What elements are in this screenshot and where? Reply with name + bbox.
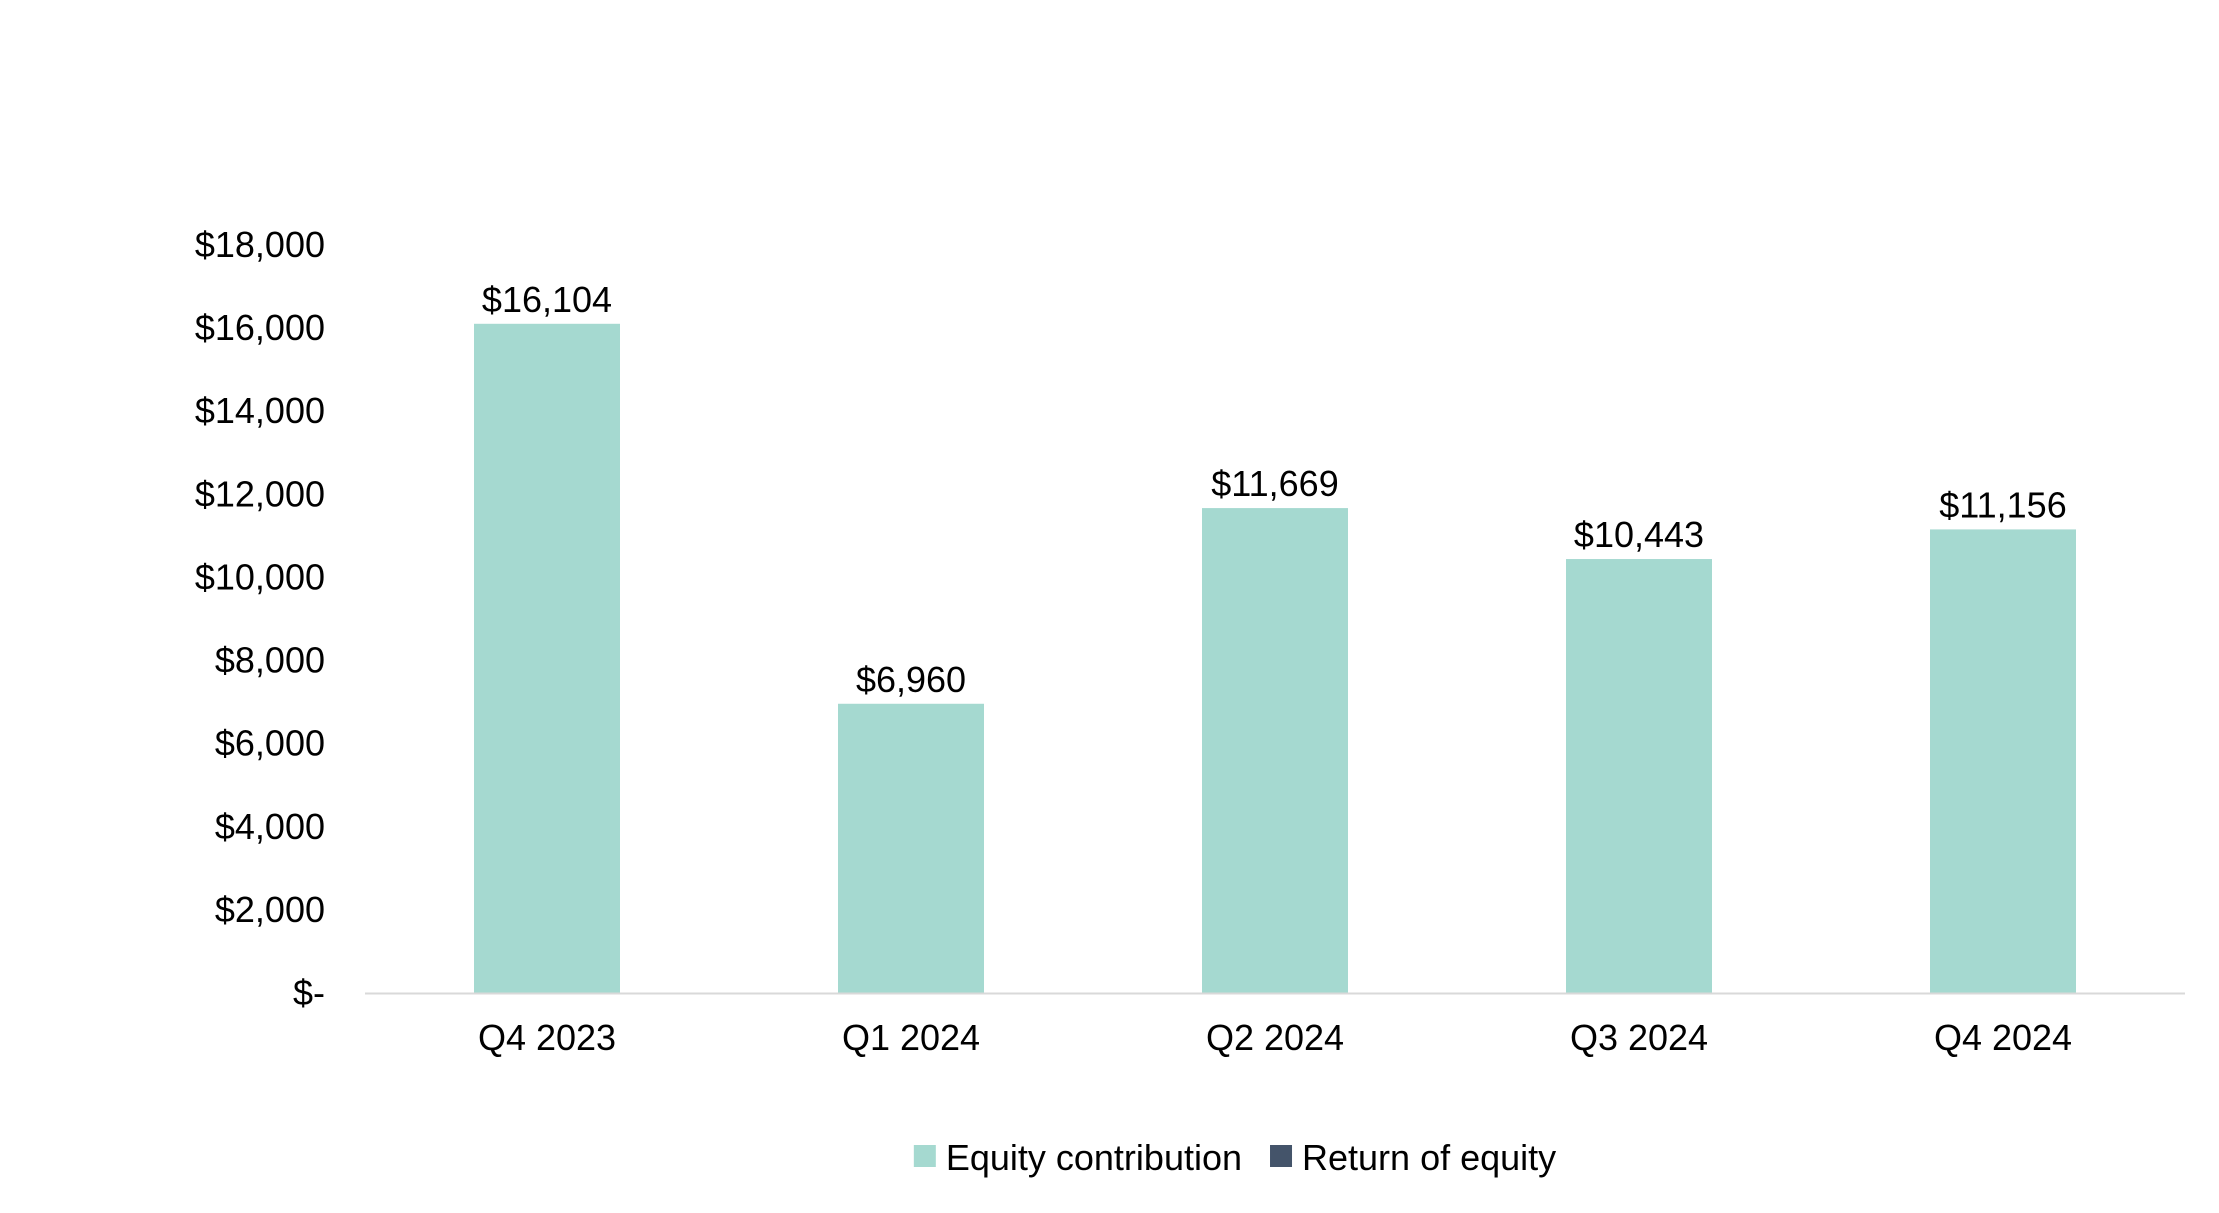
y-tick-label: $16,000 bbox=[195, 307, 325, 348]
x-tick-label: Q4 2024 bbox=[1934, 1017, 2072, 1058]
y-tick-label: $10,000 bbox=[195, 556, 325, 597]
bar-series-equity-contribution bbox=[474, 323, 2076, 994]
x-tick-label: Q3 2024 bbox=[1570, 1017, 1708, 1058]
x-tick-label: Q2 2024 bbox=[1206, 1017, 1344, 1058]
bar-data-label: $6,960 bbox=[856, 659, 966, 700]
bar-data-label: $10,443 bbox=[1574, 514, 1704, 555]
bar-data-label: $16,104 bbox=[482, 279, 612, 320]
y-tick-label: $- bbox=[293, 972, 325, 1013]
legend-label: Return of equity bbox=[1302, 1137, 1556, 1178]
x-axis-tick-labels: Q4 2023 Q1 2024 Q2 2024 Q3 2024 Q4 2024 bbox=[478, 1017, 2072, 1058]
y-tick-label: $4,000 bbox=[215, 806, 325, 847]
y-axis-tick-labels: $- $2,000 $4,000 $6,000 $8,000 $10,000 $12,000… bbox=[195, 224, 325, 1013]
legend-item: Equity contribution bbox=[913, 1137, 1242, 1178]
bar bbox=[1930, 529, 2076, 993]
y-tick-label: $6,000 bbox=[215, 723, 325, 764]
y-tick-label: $18,000 bbox=[195, 224, 325, 265]
y-tick-label: $8,000 bbox=[215, 640, 325, 681]
bar bbox=[474, 323, 620, 994]
x-tick-label: Q4 2023 bbox=[478, 1017, 616, 1058]
y-tick-label: $2,000 bbox=[215, 889, 325, 930]
legend-swatch bbox=[1270, 1145, 1293, 1167]
bar-data-labels: $16,104 $6,960 $11,669 $10,443 $11,156 bbox=[482, 279, 2067, 700]
bar-data-label: $11,156 bbox=[1939, 484, 2066, 525]
legend-swatch bbox=[913, 1145, 936, 1167]
y-tick-label: $12,000 bbox=[195, 473, 325, 514]
x-tick-label: Q1 2024 bbox=[842, 1017, 980, 1058]
y-tick-label: $14,000 bbox=[195, 390, 325, 431]
bar bbox=[1566, 559, 1712, 993]
legend-label: Equity contribution bbox=[946, 1137, 1242, 1178]
bar bbox=[838, 703, 984, 993]
bar bbox=[1202, 508, 1348, 993]
chart-legend: Equity contribution Return of equity bbox=[913, 1137, 1556, 1178]
legend-item: Return of equity bbox=[1270, 1137, 1556, 1178]
bar-data-label: $11,669 bbox=[1211, 463, 1338, 504]
